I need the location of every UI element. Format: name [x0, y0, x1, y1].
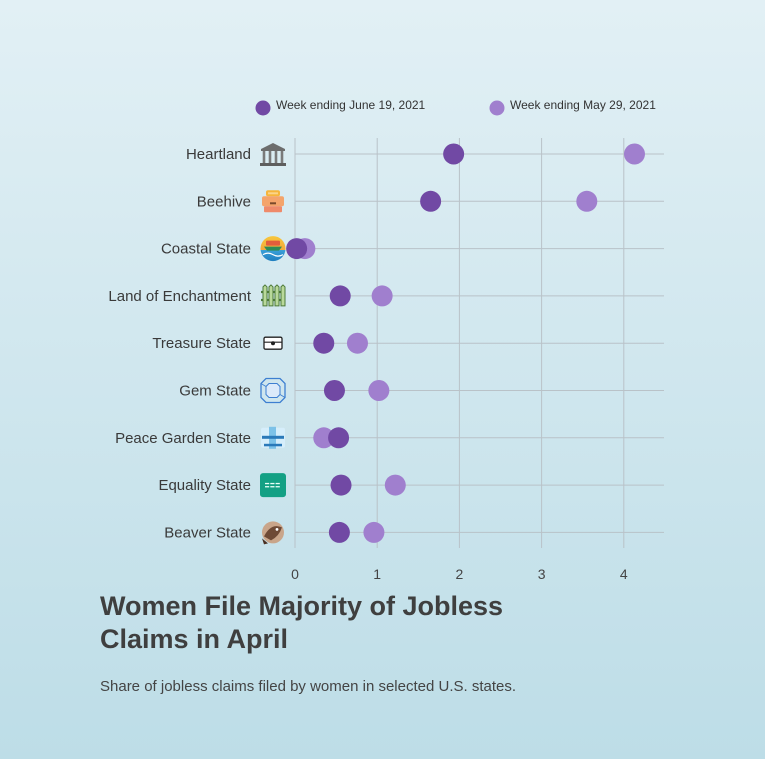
data-point: [346, 332, 368, 354]
data-point: [329, 285, 351, 307]
x-tick-label: 0: [291, 566, 299, 582]
data-point: [443, 143, 465, 165]
data-points: [286, 143, 645, 543]
legend-marker: [255, 100, 271, 116]
data-point: [286, 238, 308, 260]
category-label: Treasure State: [152, 335, 251, 352]
legend: Week ending June 19, 2021 Week ending May…: [255, 98, 656, 116]
data-point: [328, 521, 350, 543]
data-point: [576, 190, 598, 212]
x-tick-label: 2: [456, 566, 464, 582]
x-tick-label: 3: [538, 566, 546, 582]
category-icons: [260, 143, 286, 545]
data-point: [363, 521, 385, 543]
data-point: [313, 332, 335, 354]
peace-garden-icon: [261, 426, 285, 449]
legend-marker: [489, 100, 505, 116]
category-label: Equality State: [158, 477, 251, 494]
legend-item: Week ending May 29, 2021: [489, 98, 656, 116]
chart-subtitle: Share of jobless claims filed by women i…: [100, 678, 517, 695]
data-point: [368, 380, 390, 401]
equality-sign-icon: [260, 473, 286, 498]
data-point: [328, 427, 350, 449]
category-labels: Heartland Beehive Coastal State Land of Enc…: [108, 146, 251, 541]
category-label: Heartland: [186, 146, 251, 163]
gem-icon: [260, 377, 286, 404]
treasure-chest-icon: [263, 336, 283, 350]
x-tick-label: 1: [373, 566, 381, 582]
data-point: [384, 474, 406, 496]
dot-plot-chart: Week ending June 19, 2021 Week ending May…: [108, 98, 664, 582]
category-label: Beaver State: [164, 524, 251, 541]
fence-icon: [261, 284, 286, 307]
data-point: [313, 427, 335, 449]
category-label: Gem State: [179, 383, 251, 400]
data-point: [330, 474, 352, 496]
legend-item: Week ending June 19, 2021: [255, 98, 426, 116]
chart-title: Women File Majority of Jobless Claims in…: [100, 591, 504, 654]
category-label: Coastal State: [161, 241, 251, 258]
x-axis-ticks: 0 1 2 3 4: [291, 566, 628, 582]
data-point: [623, 143, 645, 165]
grid-lines: [294, 138, 664, 548]
bank-icon: [260, 143, 286, 166]
data-point: [371, 285, 393, 307]
category-label: Peace Garden State: [115, 430, 251, 447]
data-point: [323, 380, 345, 401]
coastal-island-icon: [260, 236, 286, 262]
x-tick-label: 4: [620, 566, 628, 582]
legend-label: Week ending June 19, 2021: [276, 98, 426, 112]
beaver-icon: [262, 521, 284, 545]
data-point: [420, 190, 442, 212]
category-label: Beehive: [197, 193, 251, 210]
legend-label: Week ending May 29, 2021: [510, 98, 656, 112]
category-label: Land of Enchantment: [108, 288, 251, 305]
beehive-icon: [262, 190, 284, 213]
